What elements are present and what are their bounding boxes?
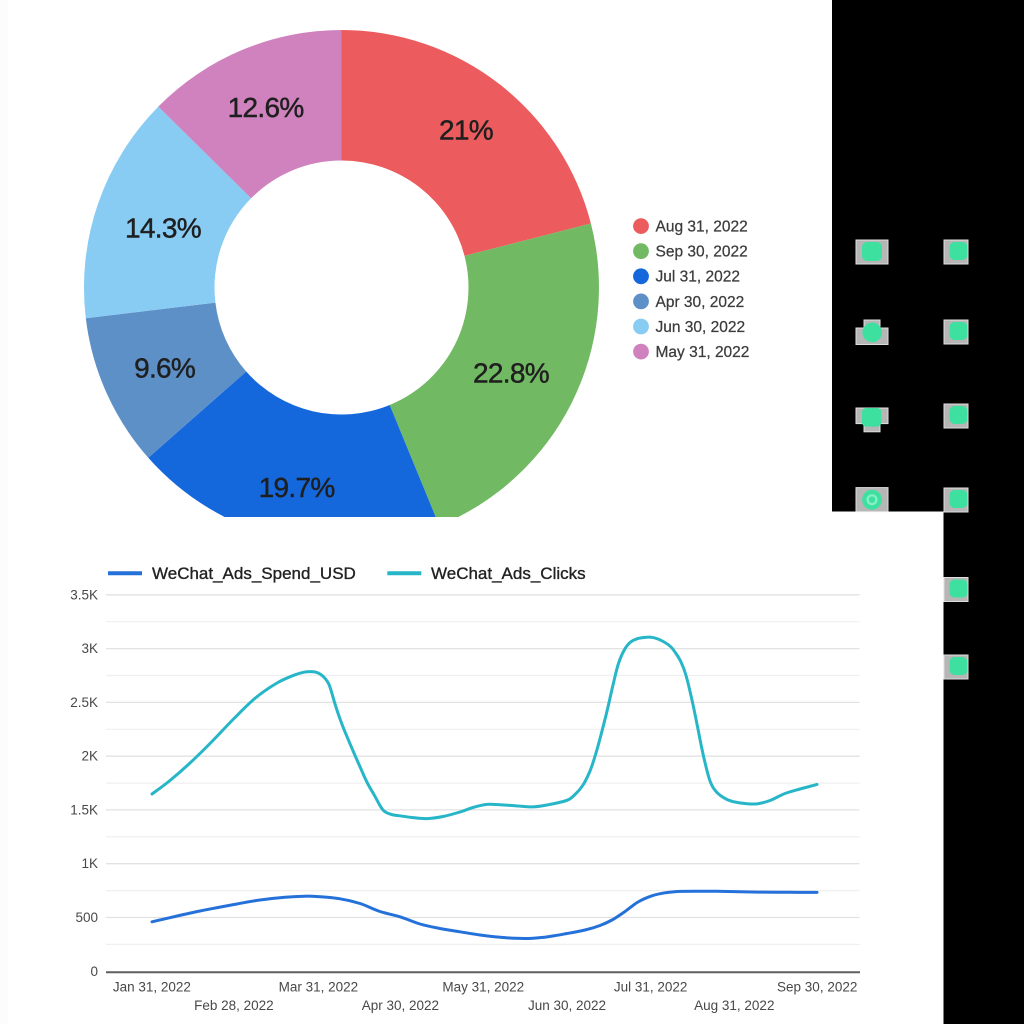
svg-text:Apr 30, 2022: Apr 30, 2022 [656, 294, 745, 311]
svg-text:19.7%: 19.7% [259, 472, 335, 503]
svg-text:WeChat_Ads_Clicks: WeChat_Ads_Clicks [431, 564, 586, 583]
svg-text:Apr 30, 2022: Apr 30, 2022 [362, 998, 439, 1013]
svg-text:3.5K: 3.5K [70, 587, 98, 602]
svg-text:May 31, 2022: May 31, 2022 [656, 344, 750, 361]
svg-text:21%: 21% [439, 115, 493, 146]
svg-text:Aug 31, 2022: Aug 31, 2022 [656, 219, 748, 236]
svg-text:Aug 31, 2022: Aug 31, 2022 [694, 998, 774, 1013]
svg-text:WeChat_Ads_Spend_USD: WeChat_Ads_Spend_USD [152, 564, 356, 583]
svg-text:2.5K: 2.5K [70, 695, 98, 710]
svg-text:500: 500 [75, 910, 98, 925]
svg-text:Jan 31, 2022: Jan 31, 2022 [113, 980, 191, 995]
svg-text:Jul 31, 2022: Jul 31, 2022 [656, 269, 740, 286]
svg-text:0: 0 [90, 964, 98, 979]
svg-text:Sep 30, 2022: Sep 30, 2022 [777, 980, 857, 995]
svg-text:1.5K: 1.5K [70, 802, 98, 817]
svg-text:22.8%: 22.8% [473, 358, 549, 389]
svg-text:Jun 30, 2022: Jun 30, 2022 [656, 319, 746, 336]
svg-text:12.6%: 12.6% [228, 92, 304, 123]
svg-text:9.6%: 9.6% [134, 353, 195, 384]
svg-text:Sep 30, 2022: Sep 30, 2022 [656, 244, 748, 261]
svg-text:May 31, 2022: May 31, 2022 [442, 980, 524, 995]
svg-text:Mar 31, 2022: Mar 31, 2022 [279, 980, 359, 995]
svg-text:Jun 30, 2022: Jun 30, 2022 [528, 998, 606, 1013]
svg-text:Feb 28, 2022: Feb 28, 2022 [194, 998, 274, 1013]
svg-text:3K: 3K [81, 641, 98, 656]
svg-text:2K: 2K [81, 749, 98, 764]
svg-text:1K: 1K [81, 856, 98, 871]
svg-text:14.3%: 14.3% [125, 213, 201, 244]
svg-text:Jul 31, 2022: Jul 31, 2022 [614, 980, 688, 995]
